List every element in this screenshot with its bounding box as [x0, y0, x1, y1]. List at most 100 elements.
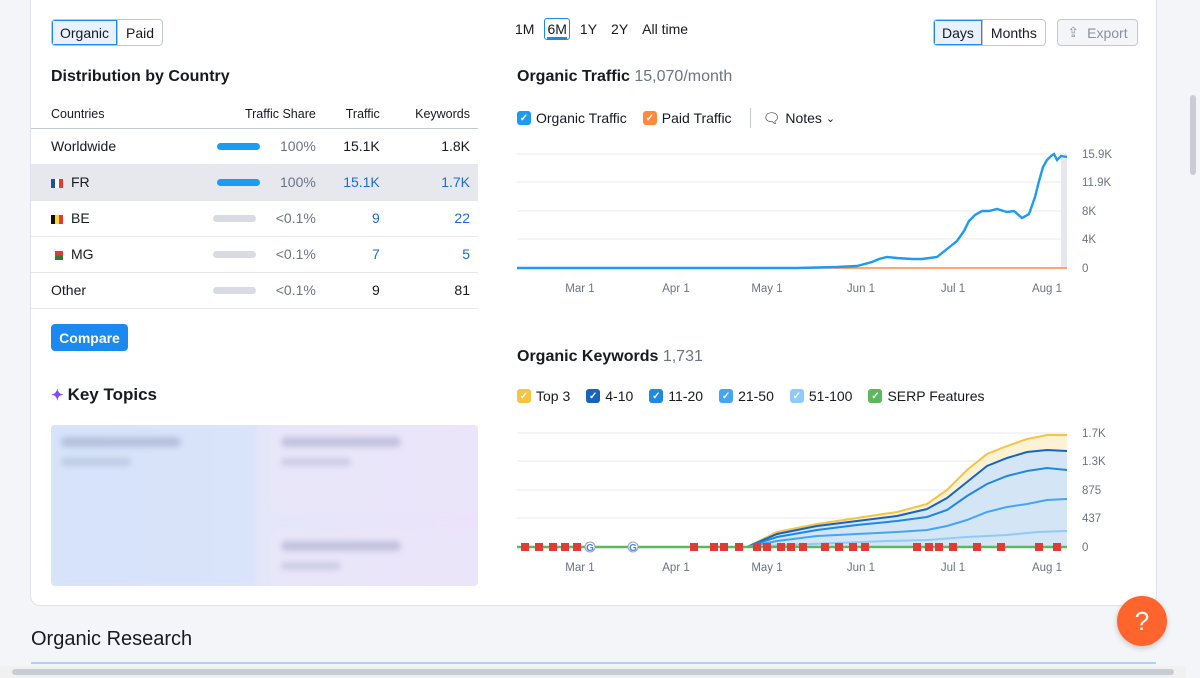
col-traffic: Traffic: [323, 100, 388, 129]
x-tick: Jun 1: [847, 562, 875, 574]
distribution-title: Distribution by Country: [51, 68, 230, 85]
legend-label: 4-10: [605, 388, 634, 404]
table-row[interactable]: BE <0.1% 9 22: [31, 200, 478, 237]
legend-51-100[interactable]: ✓ 51-100: [789, 388, 852, 404]
y-tick: 437: [1082, 513, 1101, 525]
y-tick: 4K: [1082, 234, 1096, 246]
keywords-value: 1.8K: [387, 128, 478, 165]
notes-dropdown[interactable]: 🗨 Notes ⌄: [763, 110, 836, 127]
organic-tab[interactable]: Organic: [52, 20, 118, 45]
blurred-text: [281, 437, 401, 447]
days-tab[interactable]: Days: [934, 20, 982, 45]
table-row[interactable]: MG <0.1% 7 5: [31, 236, 478, 273]
legend-4-10[interactable]: ✓ 4-10: [586, 388, 633, 404]
y-tick: 1.7K: [1082, 428, 1106, 440]
table-row[interactable]: Worldwide 100% 15.1K 1.8K: [31, 128, 478, 165]
legend-11-20[interactable]: ✓ 11-20: [649, 388, 703, 404]
traffic-link[interactable]: 7: [323, 236, 388, 273]
legend-organic-traffic[interactable]: ✓ Organic Traffic: [517, 110, 627, 126]
blurred-text: [61, 437, 181, 447]
section-divider: [31, 662, 1156, 664]
question-icon: ?: [1134, 605, 1150, 636]
france-flag-icon: [51, 179, 63, 188]
key-topics-title: Key Topics: [67, 385, 158, 404]
topic-card-blurred: [271, 425, 478, 513]
y-tick: 8K: [1082, 206, 1096, 218]
x-tick: Mar 1: [565, 283, 594, 295]
share-value: <0.1%: [275, 282, 316, 298]
scrollbar-thumb[interactable]: [1190, 95, 1196, 175]
organic-keywords-chart[interactable]: G G 1.7K 1.3K 875 437 0 Mar 1 Apr 1 May …: [517, 424, 1137, 584]
compare-button[interactable]: Compare: [51, 324, 128, 351]
sparkle-icon: ✦: [51, 387, 64, 404]
keywords-link[interactable]: 22: [387, 200, 478, 237]
x-tick: Jul 1: [941, 283, 965, 295]
country-name: FR: [71, 174, 90, 190]
country-name: BE: [71, 210, 90, 226]
traffic-link[interactable]: 9: [323, 200, 388, 237]
blurred-text: [61, 458, 131, 466]
google-icon: G: [629, 543, 637, 554]
keywords-link[interactable]: 5: [387, 236, 478, 273]
x-tick: May 1: [751, 562, 782, 574]
legend-paid-traffic[interactable]: ✓ Paid Traffic: [642, 110, 732, 126]
serp-flags: [521, 543, 1061, 551]
blurred-text: [281, 541, 401, 551]
keywords-link[interactable]: 1.7K: [387, 164, 478, 201]
legend-serp-features[interactable]: ✓ SERP Features: [868, 388, 984, 404]
11-20-line: [746, 466, 1068, 548]
vertical-scrollbar[interactable]: [1186, 0, 1200, 678]
legend-label: Top 3: [536, 388, 571, 404]
google-icon: G: [586, 543, 594, 554]
help-button[interactable]: ?: [1117, 596, 1167, 646]
export-button[interactable]: ⇪ Export: [1057, 19, 1138, 46]
organic-keywords-title: Organic Keywords: [517, 348, 659, 365]
y-tick: 0: [1082, 263, 1088, 275]
date-range-selector: 1M 6M 1Y 2Y All time: [511, 18, 692, 40]
keywords-area: [747, 450, 1067, 547]
scrollbar-thumb[interactable]: [12, 669, 1174, 675]
current-period-marker: [1061, 154, 1067, 268]
chevron-down-icon: ⌄: [825, 112, 836, 125]
top3-line: [746, 434, 1067, 548]
range-1y[interactable]: 1Y: [579, 21, 598, 37]
legend-top3[interactable]: ✓ Top 3: [517, 388, 570, 404]
x-tick: Apr 1: [662, 283, 690, 295]
notes-label: Notes: [785, 110, 822, 126]
keywords-legend: ✓ Top 3 ✓ 4-10 ✓ 11-20 ✓ 21-50 ✓ 51-100 ✓ SERP…: [517, 388, 996, 404]
range-1m[interactable]: 1M: [515, 21, 535, 37]
country-table: Countries Traffic Share Traffic Keywords…: [31, 100, 478, 309]
x-tick: Jul 1: [941, 562, 965, 574]
checkbox-icon: ✓: [868, 389, 883, 403]
organic-keywords-value: 1,731: [662, 348, 703, 365]
traffic-link[interactable]: 15.1K: [323, 164, 388, 201]
paid-tab[interactable]: Paid: [117, 20, 162, 45]
organic-keywords-heading: Organic Keywords 1,731: [517, 348, 703, 366]
blurred-text: [281, 458, 351, 466]
share-value: <0.1%: [275, 210, 316, 226]
table-row[interactable]: FR 100% 15.1K 1.7K: [31, 164, 478, 201]
y-tick: 0: [1082, 542, 1088, 554]
col-countries: Countries: [31, 100, 165, 129]
export-icon: ⇪: [1067, 24, 1080, 40]
blurred-text: [281, 562, 341, 570]
months-tab[interactable]: Months: [981, 20, 1045, 45]
y-tick: 1.3K: [1082, 456, 1106, 468]
organic-traffic-chart[interactable]: 15.9K 11.9K 8K 4K 0 Mar 1 Apr 1 May 1 Ju…: [517, 145, 1137, 305]
table-row: Other <0.1% 9 81: [31, 271, 478, 309]
range-6m[interactable]: 6M: [544, 18, 570, 40]
madagascar-flag-icon: [51, 251, 63, 260]
x-tick: Aug 1: [1032, 283, 1062, 295]
horizontal-scrollbar[interactable]: [0, 666, 1186, 678]
legend-label: 21-50: [738, 388, 774, 404]
country-name: MG: [71, 246, 94, 262]
traffic-legend: ✓ Organic Traffic ✓ Paid Traffic 🗨 Notes…: [517, 108, 847, 128]
range-all-time[interactable]: All time: [642, 21, 689, 37]
share-bar: [217, 178, 261, 186]
legend-21-50[interactable]: ✓ 21-50: [719, 388, 774, 404]
range-2y[interactable]: 2Y: [611, 21, 629, 37]
topic-card-blurred: [51, 425, 256, 586]
x-tick: Mar 1: [565, 562, 594, 574]
share-value: 100%: [280, 138, 316, 154]
traffic-value: 9: [323, 271, 388, 309]
